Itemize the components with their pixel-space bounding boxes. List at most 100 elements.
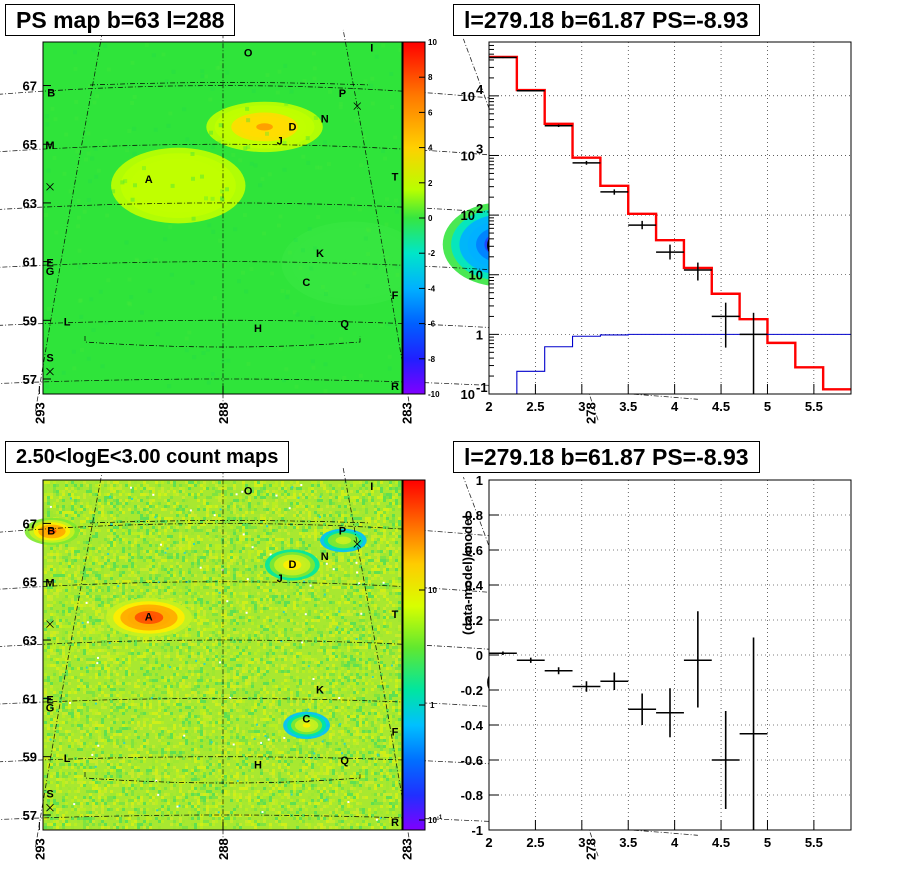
source-label-B: B <box>47 87 55 99</box>
count-pixel <box>89 631 92 634</box>
count-pixel <box>308 496 311 499</box>
count-pixel <box>314 664 317 667</box>
count-pixel <box>257 583 260 586</box>
count-pixel <box>338 586 341 589</box>
count-pixel <box>98 529 101 532</box>
count-pixel <box>110 493 113 496</box>
count-pixel <box>56 493 59 496</box>
count-pixel <box>59 568 62 571</box>
count-pixel <box>275 484 278 487</box>
count-pixel <box>98 622 101 625</box>
count-pixel <box>59 649 62 652</box>
ps-pixel <box>359 163 364 168</box>
count-pixel <box>248 550 251 553</box>
count-pixel <box>329 658 332 661</box>
count-pixel <box>188 523 191 526</box>
count-pixel <box>362 589 365 592</box>
count-pixel <box>227 670 230 673</box>
count-pixel <box>335 607 338 610</box>
count-pixel <box>398 496 401 499</box>
count-pixel <box>83 571 86 574</box>
ps-pixel <box>320 284 325 289</box>
count-pixel <box>251 511 254 514</box>
count-pixel <box>89 511 92 514</box>
count-pixel <box>113 592 116 595</box>
count-pixel <box>347 664 350 667</box>
count-pixel <box>86 631 89 634</box>
count-pixel <box>113 496 116 499</box>
count-pixel <box>44 490 47 493</box>
count-pixel <box>275 490 278 493</box>
count-pixel <box>116 658 119 661</box>
count-pixel <box>308 526 311 529</box>
count-pixel <box>134 487 137 490</box>
count-pixel <box>188 520 191 523</box>
ps-pixel <box>367 228 371 233</box>
count-pixel <box>389 649 392 652</box>
count-pixel <box>233 622 236 625</box>
count-pixel <box>101 592 104 595</box>
count-pixel <box>56 595 59 598</box>
count-pixel <box>344 643 347 646</box>
count-pixel <box>296 628 299 631</box>
count-pixel <box>368 571 371 574</box>
count-pixel <box>110 658 113 661</box>
count-pixel <box>248 664 251 667</box>
count-pixel <box>377 565 380 568</box>
ps-pixel <box>125 146 130 151</box>
count-pixel <box>299 487 302 490</box>
count-pixel <box>338 631 341 634</box>
count-pixel <box>326 670 329 673</box>
count-pixel <box>194 526 197 529</box>
count-pixel <box>173 574 176 577</box>
count-pixel <box>251 544 254 547</box>
count-pixel <box>308 607 311 610</box>
count-pixel <box>53 664 56 667</box>
count-pixel <box>89 493 92 496</box>
count-pixel <box>68 643 71 646</box>
count-pixel <box>179 595 182 598</box>
count-pixel <box>311 658 314 661</box>
count-pixel <box>224 589 227 592</box>
count-pixel <box>140 508 143 511</box>
count-pixel <box>137 553 140 556</box>
count-pixel <box>320 499 323 502</box>
count-pixel <box>266 589 269 592</box>
count-pixel <box>347 580 350 583</box>
count-pixel <box>236 601 239 604</box>
count-pixel <box>110 544 113 547</box>
count-pixel <box>284 610 287 613</box>
count-pixel <box>161 640 164 643</box>
count-pixel <box>350 631 353 634</box>
count-pixel <box>86 604 89 607</box>
count-pixel <box>155 568 158 571</box>
count-pixel <box>335 574 338 577</box>
count-pixel <box>254 598 257 601</box>
count-pixel <box>179 490 182 493</box>
count-pixel <box>302 682 305 685</box>
count-pixel <box>362 484 365 487</box>
count-pixel <box>140 655 143 658</box>
count-pixel <box>158 550 161 553</box>
count-pixel <box>317 682 320 685</box>
count-pixel <box>395 568 398 571</box>
count-pixel <box>272 505 275 508</box>
count-pixel <box>326 574 329 577</box>
count-pixel <box>134 538 137 541</box>
count-pixel <box>77 625 80 628</box>
count-pixel <box>194 556 197 559</box>
count-pixel <box>221 496 224 499</box>
count-pixel <box>263 640 266 643</box>
count-pixel <box>152 490 155 493</box>
count-pixel <box>260 655 263 658</box>
count-pixel <box>377 538 380 541</box>
count-pixel <box>101 556 104 559</box>
count-pixel <box>215 640 218 643</box>
count-pixel <box>215 643 218 646</box>
count-pixel <box>284 682 287 685</box>
count-pixel <box>80 484 83 487</box>
count-pixel <box>146 481 149 484</box>
count-pixel <box>377 508 380 511</box>
count-pixel <box>104 562 107 565</box>
count-pixel <box>230 613 233 616</box>
